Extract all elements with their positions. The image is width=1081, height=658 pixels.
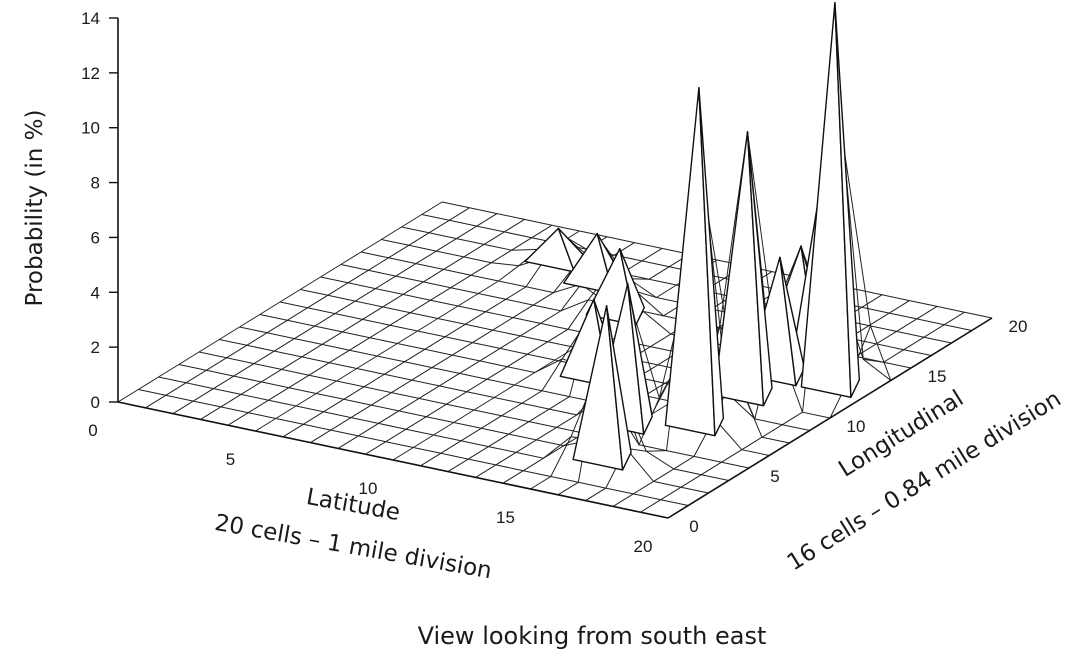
mesh-line-lon <box>640 141 965 513</box>
peak-face <box>627 282 653 435</box>
z-tick-label: 14 <box>81 9 100 28</box>
mesh-line-lon <box>117 201 443 403</box>
figure-caption: View looking from south east <box>418 622 767 650</box>
z-axis-label: Probability (in %) <box>22 110 48 307</box>
x-tick-label: 15 <box>496 508 515 527</box>
x-tick-label: 20 <box>634 537 653 556</box>
peak-face <box>746 131 773 407</box>
mesh-line-lon <box>392 259 718 461</box>
y-tick-label: 10 <box>847 417 866 436</box>
x-tick-label: 5 <box>226 450 235 469</box>
y-tick-label: 0 <box>689 517 698 536</box>
peak-face <box>834 2 861 399</box>
x-axis-label: Latitude <box>304 484 402 526</box>
y-tick-label: 15 <box>928 367 947 386</box>
z-tick-label: 6 <box>91 228 100 247</box>
axes <box>117 18 993 519</box>
tick-labels: 0 2 4 6 8 10 12 14 0 5 10 15 20 0 5 10 15 20 <box>81 9 1027 556</box>
y-axis-line <box>667 317 993 519</box>
mesh-line-lon <box>200 218 525 420</box>
mesh-line-lon <box>145 207 470 409</box>
y-tick-label: 5 <box>770 467 779 486</box>
x-axis-sublabel: 20 cells – 1 mile division <box>213 510 494 584</box>
x-axis-line <box>117 401 669 519</box>
z-tick-label: 0 <box>91 393 100 412</box>
z-tick-label: 4 <box>91 283 100 302</box>
x-tick-label: 0 <box>88 421 97 440</box>
peak-face <box>779 256 806 387</box>
surface-peaks <box>524 2 861 471</box>
y-tick-label: 20 <box>1009 317 1028 336</box>
x-tick-label: 10 <box>359 479 378 498</box>
mesh-line-lon <box>365 253 690 455</box>
z-tick-label: 2 <box>91 338 100 357</box>
mesh-line-lon <box>172 213 498 415</box>
peak-face <box>605 305 632 471</box>
z-tick-label: 12 <box>81 64 100 83</box>
z-tick-label: 10 <box>81 119 100 138</box>
peak-face <box>698 87 725 437</box>
z-tick-label: 8 <box>91 174 100 193</box>
mesh-line-lon <box>227 224 553 426</box>
